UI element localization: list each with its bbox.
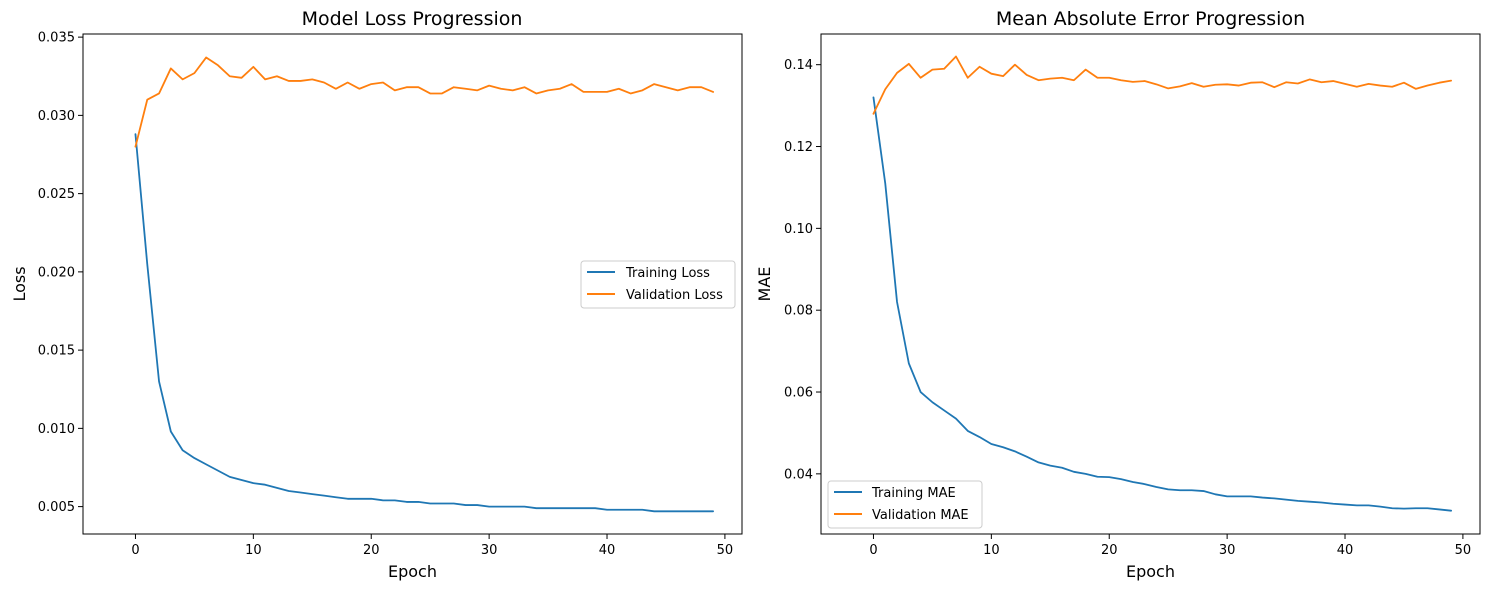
mae-validation-line <box>872 55 1453 115</box>
mae-chart-title: Mean Absolute Error Progression <box>996 8 1305 30</box>
mae-legend-validation-label: Validation MAE <box>872 508 969 523</box>
loss-ytick-label: 0.015 <box>38 344 75 359</box>
mae-training-line <box>872 96 1453 512</box>
mae-xtick-label: 0 <box>869 543 877 558</box>
loss-legend-box <box>580 260 736 309</box>
mae-xtick-label: 10 <box>983 543 1000 558</box>
mae-legend: Training MAE Validation MAE <box>827 480 983 529</box>
loss-xaxis-label: Epoch <box>388 562 437 581</box>
loss-ytick-label: 0.020 <box>38 265 75 280</box>
mae-xtick-label: 20 <box>1101 543 1118 558</box>
mae-axes-frame <box>820 33 1481 535</box>
mae-ytick-label: 0.12 <box>784 140 813 155</box>
loss-ytick-label: 0.035 <box>38 31 75 46</box>
mae-ytick-label: 0.08 <box>784 304 813 319</box>
loss-legend: Training Loss Validation Loss <box>580 260 736 309</box>
loss-xtick-label: 30 <box>481 543 498 558</box>
loss-training-line <box>134 133 715 513</box>
loss-chart-title: Model Loss Progression <box>302 8 523 30</box>
loss-ytick-label: 0.030 <box>38 109 75 124</box>
loss-ytick-label: 0.005 <box>38 500 75 515</box>
mae-ytick-label: 0.06 <box>784 386 813 401</box>
mae-chart: Mean Absolute Error Progression 0 10 20 30 4… <box>755 8 1481 581</box>
loss-xtick-label: 20 <box>363 543 380 558</box>
mae-legend-training-label: Training MAE <box>871 486 956 501</box>
mae-ytick-label: 0.04 <box>784 467 813 482</box>
mae-plot-area: 0 10 20 30 40 50 0.04 0.06 0.08 0.10 0.12 0.14 <box>784 55 1472 558</box>
loss-xtick-label: 50 <box>717 543 734 558</box>
mae-xaxis-label: Epoch <box>1126 562 1175 581</box>
loss-validation-line <box>134 56 715 148</box>
mae-xtick-label: 50 <box>1455 543 1472 558</box>
mae-xtick-label: 30 <box>1219 543 1236 558</box>
mae-xtick-label: 40 <box>1337 543 1354 558</box>
loss-legend-training-label: Training Loss <box>625 266 710 281</box>
mae-yaxis-label: MAE <box>755 267 774 302</box>
loss-xtick-label: 0 <box>131 543 139 558</box>
loss-yaxis-label: Loss <box>10 266 29 301</box>
loss-xtick-label: 40 <box>599 543 616 558</box>
loss-chart: Model Loss Progression 0 10 20 30 40 500.0050… <box>10 8 743 581</box>
loss-legend-validation-label: Validation Loss <box>626 288 723 303</box>
loss-ytick-label: 0.010 <box>38 422 75 437</box>
loss-xtick-label: 10 <box>245 543 262 558</box>
loss-axes-frame <box>82 33 743 535</box>
mae-ytick-label: 0.14 <box>784 58 813 73</box>
mae-legend-box <box>827 480 983 529</box>
loss-plot-area: 0 10 20 30 40 50 0.005 0.010 0.015 0.020 0.025 0.03… <box>38 31 733 558</box>
mae-ytick-label: 0.10 <box>784 222 813 237</box>
loss-ytick-label: 0.025 <box>38 187 75 202</box>
